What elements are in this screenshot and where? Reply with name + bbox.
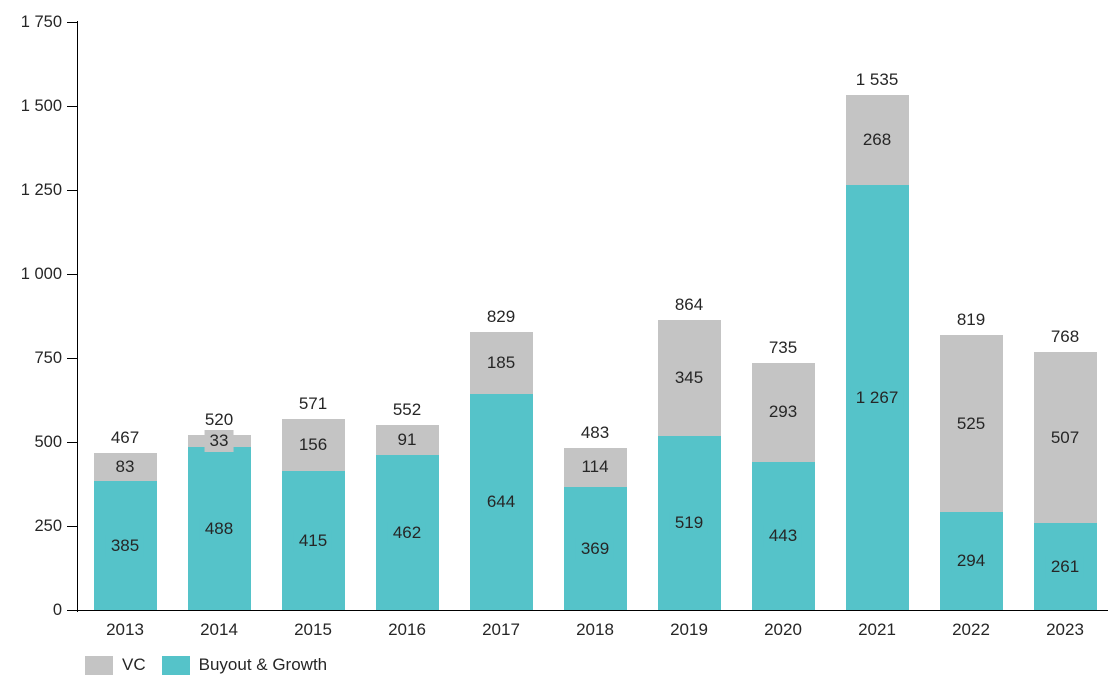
x-axis-label-2022: 2022 <box>952 620 990 639</box>
legend-label-buyout-growth: Buyout & Growth <box>198 655 328 674</box>
y-axis-tick-label: 750 <box>34 348 62 367</box>
total-value-label-2013: 467 <box>110 428 140 448</box>
total-value-label-2016: 552 <box>392 399 422 419</box>
y-axis-tick <box>66 357 77 360</box>
total-value-label-2023: 768 <box>1050 327 1080 347</box>
segment-value-label-buyout-growth-2013: 385 <box>105 534 145 557</box>
segment-value-label-vc-2022: 525 <box>951 412 991 435</box>
legend-item-buyout-growth: Buyout & Growth <box>161 655 328 675</box>
segment-value-label-vc-2014: 33 <box>204 429 234 452</box>
total-value-label-2020: 735 <box>768 338 798 358</box>
total-value-label-2021: 1 535 <box>855 69 899 89</box>
legend-item-vc: VC <box>85 655 146 675</box>
segment-value-label-buyout-growth-2018: 369 <box>575 537 615 560</box>
x-axis-label-2013: 2013 <box>106 620 144 639</box>
x-axis-label-2020: 2020 <box>764 620 802 639</box>
y-axis-tick <box>66 609 77 612</box>
x-axis-label-2015: 2015 <box>294 620 332 639</box>
segment-value-label-vc-2016: 91 <box>392 428 422 451</box>
segment-value-label-vc-2013: 83 <box>110 456 140 479</box>
y-axis-tick-label: 250 <box>34 516 62 535</box>
legend-swatch-vc <box>85 655 113 675</box>
segment-value-label-vc-2023: 507 <box>1045 426 1085 449</box>
x-axis-label-2016: 2016 <box>388 620 426 639</box>
total-value-label-2017: 829 <box>486 306 516 326</box>
y-axis-tick <box>66 525 77 528</box>
x-axis-label-2023: 2023 <box>1046 620 1084 639</box>
legend-label-vc: VC <box>122 655 146 674</box>
total-value-label-2019: 864 <box>674 295 704 315</box>
x-axis-label-2014: 2014 <box>200 620 238 639</box>
y-axis-tick <box>66 273 77 276</box>
x-axis-label-2018: 2018 <box>576 620 614 639</box>
legend-swatch-buyout-growth <box>161 655 190 675</box>
segment-value-label-vc-2019: 345 <box>669 367 709 390</box>
segment-value-label-vc-2018: 114 <box>576 456 614 479</box>
y-axis-tick-label: 0 <box>52 600 62 619</box>
segment-value-label-buyout-growth-2015: 415 <box>293 529 333 552</box>
y-axis-tick <box>66 189 77 192</box>
legend: VC Buyout & Growth <box>85 655 327 675</box>
y-axis-tick-label: 1 500 <box>20 96 62 115</box>
x-axis-label-2017: 2017 <box>482 620 520 639</box>
segment-value-label-vc-2017: 185 <box>481 352 521 375</box>
x-axis-label-2019: 2019 <box>670 620 708 639</box>
y-axis-tick-label: 1 250 <box>20 180 62 199</box>
total-value-label-2022: 819 <box>956 310 986 330</box>
segment-value-label-buyout-growth-2016: 462 <box>387 521 427 544</box>
y-axis-tick <box>66 21 77 24</box>
total-value-label-2018: 483 <box>580 423 610 443</box>
segment-value-label-buyout-growth-2017: 644 <box>481 491 521 514</box>
x-axis-line <box>76 609 1108 612</box>
segment-value-label-buyout-growth-2020: 443 <box>763 525 803 548</box>
y-axis-tick <box>66 105 77 108</box>
y-axis-line <box>76 21 78 612</box>
segment-value-label-buyout-growth-2022: 294 <box>951 550 991 573</box>
segment-value-label-vc-2020: 293 <box>763 401 803 424</box>
y-axis-tick <box>66 441 77 444</box>
segment-value-label-buyout-growth-2019: 519 <box>669 512 709 535</box>
y-axis-tick-label: 500 <box>34 432 62 451</box>
segment-value-label-vc-2015: 156 <box>293 433 333 456</box>
total-value-label-2015: 571 <box>298 393 328 413</box>
segment-value-label-buyout-growth-2014: 488 <box>199 517 239 540</box>
y-axis-tick-label: 1 750 <box>20 12 62 31</box>
segment-value-label-buyout-growth-2021: 1 267 <box>850 386 904 409</box>
x-axis-label-2021: 2021 <box>858 620 896 639</box>
segment-value-label-vc-2021: 268 <box>857 128 897 151</box>
total-value-label-2014: 520 <box>204 410 234 430</box>
segment-value-label-buyout-growth-2023: 261 <box>1045 555 1085 578</box>
y-axis-tick-label: 1 000 <box>20 264 62 283</box>
